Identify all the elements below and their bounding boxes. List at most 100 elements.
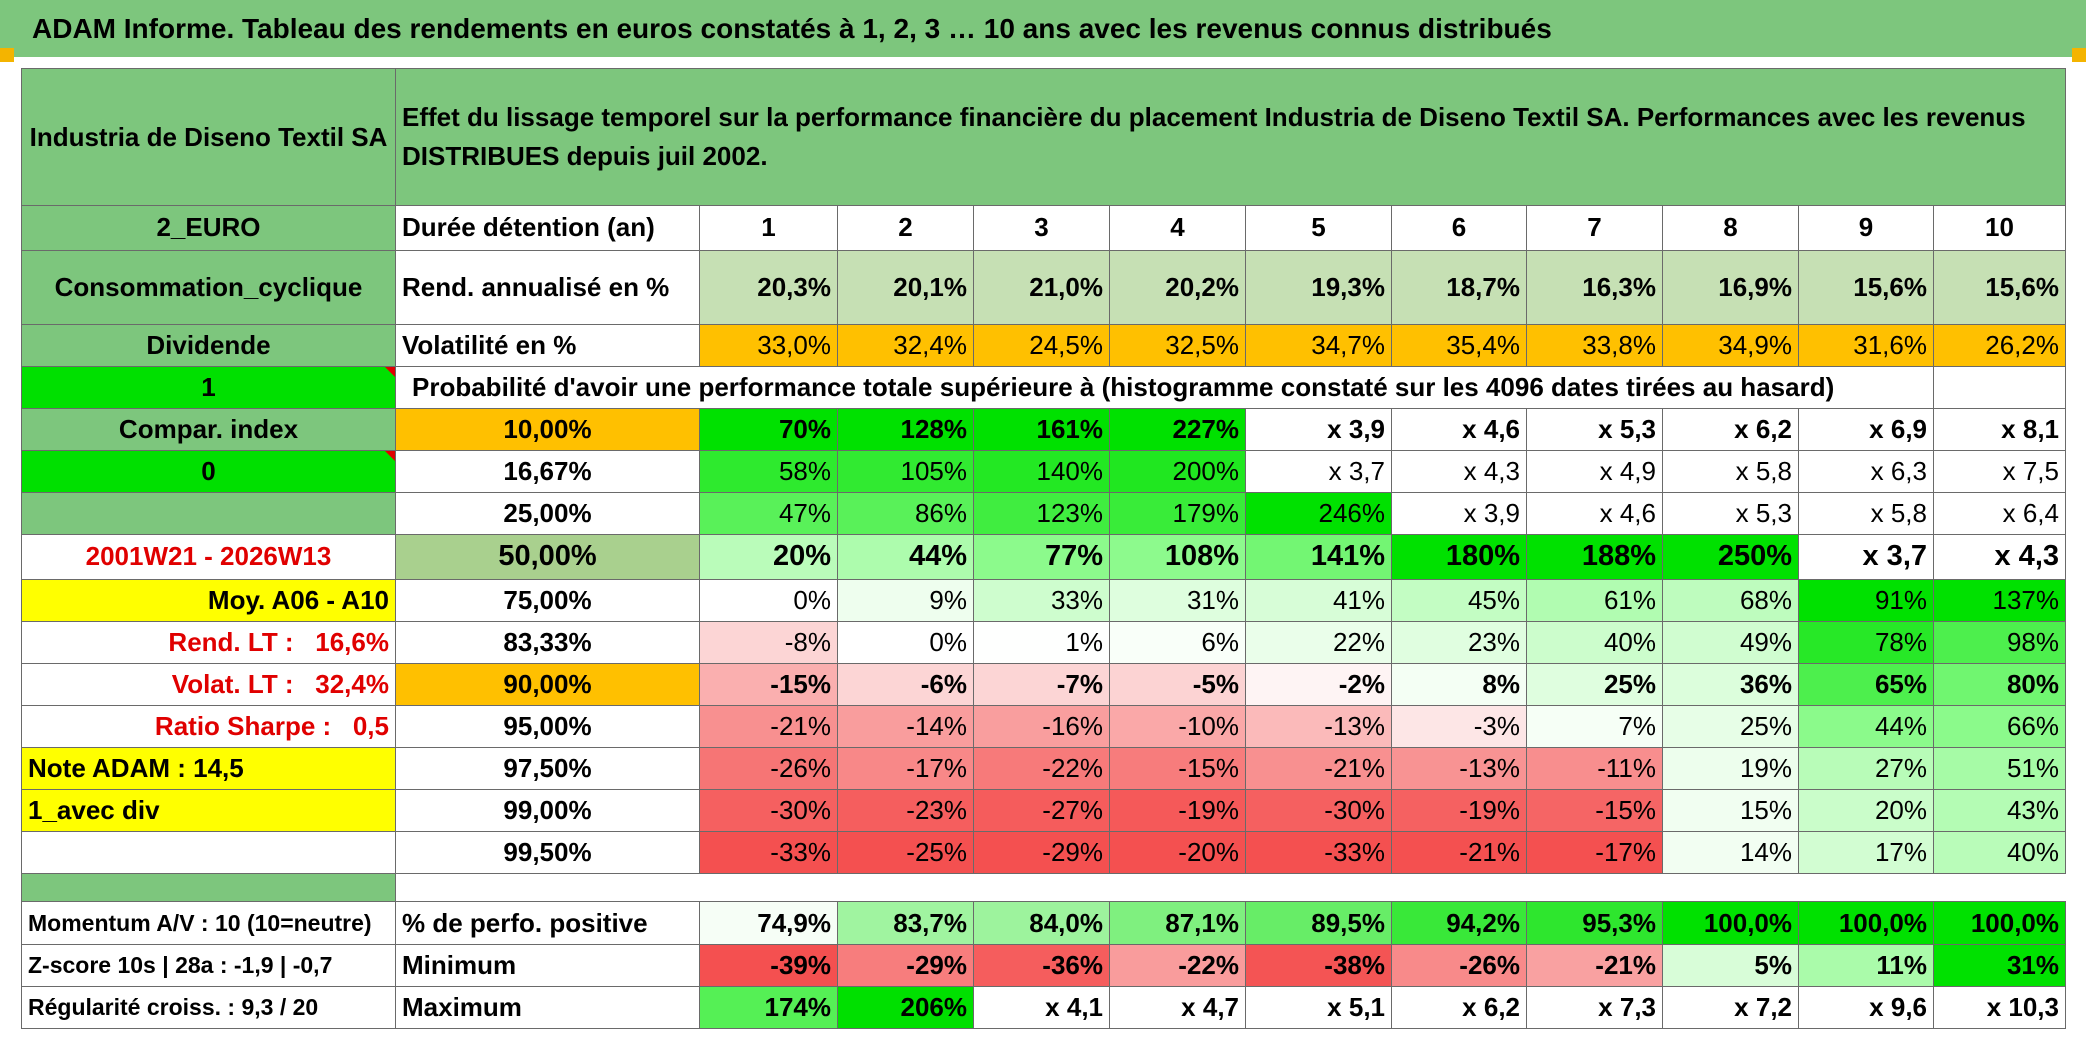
prob-value: -14% [837,704,974,749]
spacer-green [21,873,396,903]
prob-value: -29% [973,831,1110,875]
prob-value: x 4,6 [1391,408,1527,452]
probability-level: 90,00% [395,662,700,706]
prob-value: -13% [1391,747,1527,791]
prob-value: 20% [1798,789,1934,833]
prob-value: 51% [1933,747,2066,791]
prob-value: x 6,9 [1798,408,1934,452]
prob-value: -7% [973,662,1110,706]
probability-level: 50,00% [395,534,700,580]
prob-value: x 5,3 [1526,408,1663,452]
prob-value: 78% [1798,620,1934,664]
maximum-value-2: 206% [837,985,974,1030]
prob-value: x 8,1 [1933,408,2066,452]
maximum-value-6: x 6,2 [1391,985,1527,1030]
vol-value-9: 31,6% [1798,323,1934,367]
rend-value-4: 20,2% [1109,249,1246,325]
minimum-value-4: -22% [1109,943,1246,987]
period: 2001W21 - 2026W13 [21,534,396,580]
probability-level: 83,33% [395,620,700,664]
prob-value: -26% [699,747,838,791]
prob-value: x 7,5 [1933,450,2066,494]
prob-value: -33% [1245,831,1392,875]
spacer [395,873,2066,903]
prob-value: 22% [1245,620,1392,664]
prob-value: -22% [973,747,1110,791]
duration-3: 3 [973,205,1110,251]
prob-value: 1% [973,620,1110,664]
minimum-value-9: 11% [1798,943,1934,987]
probability-level: 97,50% [395,747,700,791]
prob-value: -15% [1109,747,1246,791]
prob-value: 161% [973,408,1110,452]
prob-value: -5% [1109,662,1246,706]
empty-cell [1933,365,2066,410]
rend-value-6: 18,7% [1391,249,1527,325]
max-label: Maximum [395,985,700,1030]
duration-2: 2 [837,205,974,251]
duration-5: 5 [1245,205,1392,251]
regularite: Régularité croiss. : 9,3 / 20 [21,985,396,1030]
vol-value-3: 24,5% [973,323,1110,367]
probability-level: 16,67% [395,450,700,494]
duration-10: 10 [1933,205,2066,251]
dividend-value: 1 [21,365,396,410]
positive-value-7: 95,3% [1526,901,1663,945]
prob-value: -21% [699,704,838,749]
prob-value: -20% [1109,831,1246,875]
prob-value: x 4,3 [1933,534,2066,580]
prob-value: 8% [1391,662,1527,706]
positive-value-3: 84,0% [973,901,1110,945]
prob-value: x 6,3 [1798,450,1934,494]
prob-value: 123% [973,492,1110,536]
prob-value: -15% [699,662,838,706]
prob-value: -10% [1109,704,1246,749]
probability-level: 75,00% [395,578,700,622]
prob-value: x 5,3 [1662,492,1799,536]
prob-value: 47% [699,492,838,536]
rend-value-10: 15,6% [1933,249,2066,325]
prob-value: 44% [837,534,974,580]
positive-value-10: 100,0% [1933,901,2066,945]
minimum-value-3: -36% [973,943,1110,987]
prob-value: 44% [1798,704,1934,749]
maximum-value-7: x 7,3 [1526,985,1663,1030]
prob-value: 41% [1245,578,1392,622]
rend-value-9: 15,6% [1798,249,1934,325]
prob-value: 0% [837,620,974,664]
prob-value: 9% [837,578,974,622]
prob-value: -13% [1245,704,1392,749]
prob-value: 141% [1245,534,1392,580]
maximum-value-1: 174% [699,985,838,1030]
prob-value: -6% [837,662,974,706]
maximum-value-5: x 5,1 [1245,985,1392,1030]
prob-value: 25% [1662,704,1799,749]
prob-value: -30% [1245,789,1392,833]
vol-value-2: 32,4% [837,323,974,367]
prob-value: 227% [1109,408,1246,452]
rend-value-1: 20,3% [699,249,838,325]
prob-value: 27% [1798,747,1934,791]
prob-value: 68% [1662,578,1799,622]
maximum-value-9: x 9,6 [1798,985,1934,1030]
positive-value-5: 89,5% [1245,901,1392,945]
prob-value: 17% [1798,831,1934,875]
dividend-label: Dividende [21,323,396,367]
prob-value: x 4,9 [1526,450,1663,494]
prob-value: 66% [1933,704,2066,749]
pos-label: % de perfo. positive [395,901,700,945]
prob-value: -11% [1526,747,1663,791]
prob-value: 86% [837,492,974,536]
prob-value: 33% [973,578,1110,622]
description: Effet du lissage temporel sur la perform… [395,67,2066,207]
positive-value-9: 100,0% [1798,901,1934,945]
prob-value: 246% [1245,492,1392,536]
prob-value: -33% [699,831,838,875]
prob-value: -23% [837,789,974,833]
positive-value-4: 87,1% [1109,901,1246,945]
prob-value: -16% [973,704,1110,749]
prob-value: -30% [699,789,838,833]
minimum-value-5: -38% [1245,943,1392,987]
min-label: Minimum [395,943,700,987]
rend-lt: Rend. LT : 16,6% [21,620,396,664]
